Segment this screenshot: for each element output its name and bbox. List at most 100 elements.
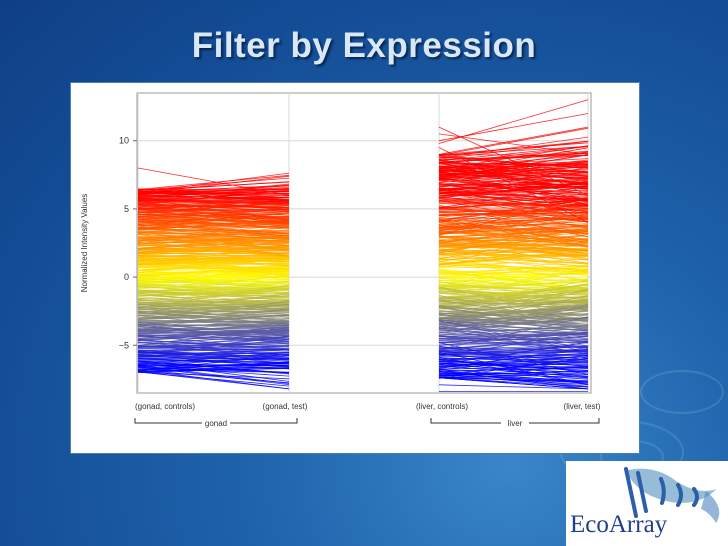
liver-profile-line	[438, 371, 589, 387]
liver-profile-line	[438, 373, 589, 388]
liver-profile-line	[438, 202, 589, 207]
liver-profile-line	[438, 292, 589, 309]
liver-profile-line	[438, 176, 589, 191]
gonad-profile-line	[137, 314, 290, 319]
liver-profile-line	[438, 99, 589, 144]
gonad-profile-line	[137, 270, 290, 273]
y-tick-label: 5	[124, 204, 129, 214]
liver-profile-line	[438, 377, 589, 388]
y-tick-label: 10	[119, 136, 129, 146]
liver-profile-line	[438, 154, 589, 169]
gonad-profile-line	[137, 365, 290, 377]
liver-profile-line	[438, 174, 589, 177]
gonad-profile-line	[137, 181, 290, 191]
liver-profile-line	[438, 140, 589, 157]
liver-profile-line	[438, 331, 589, 340]
liver-profile-line	[438, 133, 589, 155]
gonad-profile-line	[137, 293, 290, 300]
liver-profile-line	[438, 317, 589, 325]
liver-profile-line	[438, 372, 589, 376]
gonad-profile-line	[137, 190, 290, 202]
liver-profile-line	[438, 218, 589, 235]
y-tick-label: −5	[119, 340, 129, 350]
liver-profile-line	[438, 211, 589, 221]
gonad-profile-line	[137, 257, 290, 260]
x-tick-label: (liver, controls)	[416, 402, 468, 411]
gonad-profile-line	[137, 332, 290, 341]
liver-profile-line	[438, 384, 589, 390]
liver-profile-line	[438, 127, 589, 156]
liver-profile-line	[438, 362, 589, 379]
gonad-profile-line	[137, 371, 290, 390]
liver-profile-line	[438, 126, 589, 196]
liver-profile-line	[438, 177, 589, 202]
x-tick-label: (liver, test)	[564, 402, 601, 411]
liver-profile-line	[438, 245, 589, 255]
gonad-profile-line	[137, 167, 290, 196]
gonad-profile-line	[137, 361, 290, 382]
liver-profile-line	[438, 218, 589, 244]
liver-profile-line	[438, 136, 589, 159]
liver-profile-line	[438, 377, 589, 390]
gonad-profile-line	[137, 350, 290, 364]
gonad-profile-line	[137, 177, 290, 191]
liver-profile-line	[438, 314, 589, 323]
liver-profile-line	[438, 296, 589, 299]
gonad-profile-line	[137, 301, 290, 310]
liver-profile-line	[438, 328, 589, 338]
gonad-profile-line	[137, 366, 290, 385]
gonad-profile-line	[137, 212, 290, 216]
chart-panel: −5 0 5 10 Normalized Intensity Values (gonad,…	[70, 82, 640, 454]
liver-profile-line	[438, 249, 589, 265]
group-label: liver	[508, 419, 523, 428]
gonad-profile-line	[137, 236, 290, 247]
liver-profile-line	[438, 152, 589, 161]
ecoarray-logo: EcoArray	[566, 461, 728, 546]
liver-profile-line	[438, 365, 589, 378]
liver-profile-line	[438, 362, 589, 371]
x-tick-label: (gonad, controls)	[135, 402, 195, 411]
liver-profile-line	[438, 262, 589, 271]
liver-profile-line	[438, 252, 589, 261]
liver-profile-line	[438, 369, 589, 380]
gonad-profile-line	[137, 174, 290, 190]
liver-profile-line	[438, 354, 589, 371]
liver-profile-line	[438, 126, 589, 155]
gonad-profile-line	[137, 293, 290, 314]
gonad-profile-line	[137, 209, 290, 216]
liver-profile-line	[438, 201, 589, 232]
gonad-profile-line	[137, 335, 290, 343]
liver-profile-line	[438, 289, 589, 309]
liver-profile-line	[438, 297, 589, 303]
group-label-bg	[501, 418, 529, 428]
liver-profile-line	[438, 333, 589, 343]
liver-profile-line	[438, 349, 589, 352]
liver-profile-line	[438, 244, 589, 251]
liver-profile-line	[438, 145, 589, 162]
expression-chart: −5 0 5 10 Normalized Intensity Values (gonad,…	[80, 92, 601, 428]
gonad-profile-line	[137, 231, 290, 237]
logo-text: EcoArray	[570, 511, 668, 538]
group-label-bg	[202, 418, 230, 428]
liver-profile-line	[438, 235, 589, 252]
gonad-profile-line	[137, 175, 290, 195]
liver-profile-line	[438, 305, 589, 320]
liver-profile-line	[438, 189, 589, 196]
y-axis-label: Normalized Intensity Values	[80, 194, 89, 293]
gonad-profile-line	[137, 369, 290, 384]
liver-profile-line	[438, 147, 589, 174]
liver-profile-line	[438, 373, 589, 382]
liver-profile-line	[438, 162, 589, 170]
liver-profile-line	[438, 280, 589, 291]
gonad-profile-line	[137, 217, 290, 223]
gonad-profile-line	[137, 235, 290, 243]
gonad-profile-line	[137, 172, 290, 194]
fish-logo-icon	[624, 467, 720, 523]
x-tick-label: (gonad, test)	[263, 402, 308, 411]
gonad-profile-line	[137, 303, 290, 319]
gonad-profile-line	[137, 228, 290, 238]
group-label: gonad	[205, 419, 227, 428]
liver-profile-line	[438, 208, 589, 217]
liver-profile-line	[438, 140, 589, 160]
slide-title: Filter by Expression	[191, 26, 537, 65]
